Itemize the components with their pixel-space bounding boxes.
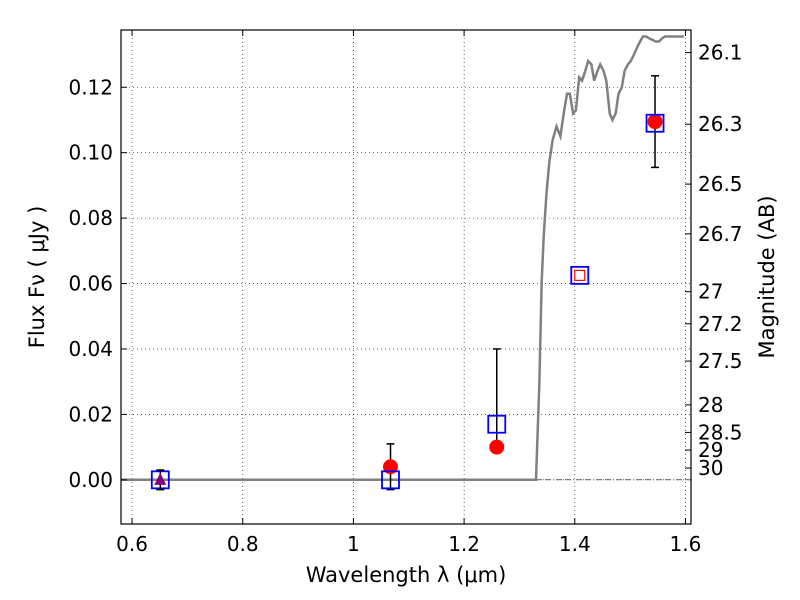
right-tick-label: 26.3 <box>698 112 743 136</box>
observed-point <box>647 114 663 130</box>
right-axis-label: Magnitude (AB) <box>755 195 779 358</box>
right-tick-label: 26.5 <box>698 172 743 196</box>
small-red-square-marker <box>574 269 586 281</box>
spectrum-line <box>121 35 684 482</box>
right-tick-label: 26.1 <box>698 41 743 65</box>
y-tick-label: 0.02 <box>68 402 113 426</box>
y-tick-label: 0.10 <box>68 141 113 165</box>
y-tick-label: 0.08 <box>68 206 113 230</box>
model-square-marker <box>645 113 665 133</box>
right-tick-label: 27.2 <box>698 312 743 336</box>
right-tick-label: 28.5 <box>698 420 743 444</box>
right-tick-label: 28 <box>698 393 723 417</box>
right-tick-label: 26.7 <box>698 222 743 246</box>
y-tick-label: 0.00 <box>68 468 113 492</box>
observed-point <box>489 439 505 455</box>
model-square-marker <box>381 470 400 490</box>
y-axis-label: Flux Fν ( μJy ) <box>25 206 49 349</box>
right-tick-label: 27 <box>698 280 723 304</box>
y-tick-label: 0.06 <box>68 272 113 296</box>
x-tick-label: 1.4 <box>559 532 591 556</box>
x-tick-label: 1.6 <box>670 532 702 556</box>
x-axis-ticks: 0.6 0.8 1 1.2 1.4 1.6 <box>116 30 701 556</box>
x-tick-label: 1.2 <box>448 532 480 556</box>
y-tick-label: 0.12 <box>68 75 113 99</box>
model-square-marker <box>487 414 507 434</box>
model-square-marker <box>570 265 590 285</box>
right-tick-label: 30 <box>698 456 723 480</box>
right-tick-label: 27.5 <box>698 349 743 373</box>
x-axis-label: Wavelength λ (μm) <box>306 563 507 587</box>
upper-limit-triangle <box>154 472 167 485</box>
data-points <box>150 75 665 491</box>
model-spectrum <box>121 35 684 482</box>
y-axis-ticks: 0.00 0.02 0.04 0.06 0.08 0.10 0.12 <box>68 75 127 492</box>
x-tick-label: 0.6 <box>116 532 148 556</box>
x-tick-label: 1 <box>347 532 360 556</box>
plot-frame <box>120 29 692 525</box>
right-tick-label: 29 <box>698 438 723 462</box>
y-tick-label: 0.04 <box>68 337 113 361</box>
x-tick-label: 0.8 <box>227 532 259 556</box>
